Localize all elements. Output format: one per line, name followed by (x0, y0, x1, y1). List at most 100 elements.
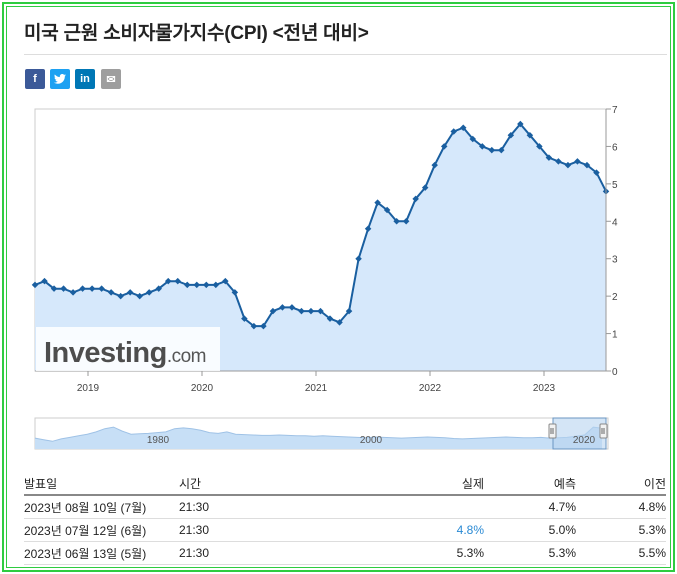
cell-previous: 4.8% (576, 495, 666, 519)
y-tick-label: 2 (612, 292, 618, 303)
data-point (459, 124, 467, 131)
data-point (79, 285, 86, 292)
data-point (307, 307, 315, 315)
twitter-share-icon[interactable] (50, 69, 70, 89)
data-point (136, 292, 143, 300)
x-tick-label: 2022 (419, 383, 442, 394)
navigator-line (34, 426, 603, 442)
header-time: 시간 (179, 472, 409, 496)
cell-forecast: 5.3% (484, 541, 576, 565)
data-point (355, 255, 362, 262)
data-point (479, 143, 486, 150)
facebook-share-icon[interactable]: f (25, 69, 45, 89)
cell-time: 21:30 (179, 518, 409, 542)
cell-actual: 5.3% (409, 541, 484, 565)
header-forecast: 예측 (484, 472, 576, 496)
navigator-selection (552, 417, 607, 450)
data-point (364, 225, 372, 233)
x-tick-label: 2023 (533, 383, 556, 394)
data-point (393, 218, 400, 225)
data-point (402, 218, 410, 225)
data-point (574, 158, 581, 165)
data-point (184, 281, 191, 289)
header-actual: 실제 (409, 472, 484, 496)
data-point (564, 161, 572, 169)
cell-forecast: 4.7% (484, 495, 576, 519)
data-point (593, 169, 600, 176)
data-point (440, 143, 448, 150)
data-point (260, 322, 267, 330)
data-point (298, 307, 305, 315)
navigator-tick-label: 2020 (573, 435, 596, 446)
data-point (145, 289, 153, 296)
y-tick-label: 4 (612, 217, 618, 228)
header-date: 발표일 (24, 472, 179, 496)
table-row: 2023년 06월 13일 (5월) 21:30 5.3% 5.3% 5.5% (24, 541, 666, 565)
data-point (583, 161, 591, 169)
data-point (317, 307, 324, 315)
linkedin-share-icon[interactable]: in (75, 69, 95, 89)
table-header: 발표일 시간 실제 예측 이전 (24, 472, 666, 496)
cell-time: 21:30 (179, 541, 409, 565)
y-tick-label: 5 (612, 180, 618, 191)
cell-previous: 5.3% (576, 518, 666, 542)
data-point (345, 307, 353, 315)
x-tick-label: 2021 (305, 383, 328, 394)
data-point (326, 315, 334, 322)
y-tick-label: 0 (612, 367, 618, 378)
x-tick-label: 2019 (77, 383, 100, 394)
data-point (412, 195, 419, 203)
data-point (526, 131, 534, 139)
y-tick-label: 6 (612, 142, 618, 153)
data-point (383, 206, 391, 214)
data-point (374, 199, 381, 206)
title-divider (24, 54, 667, 55)
cell-actual: 4.8% (409, 518, 484, 542)
data-point (469, 135, 477, 143)
y-tick-label: 3 (612, 255, 618, 266)
data-point (98, 285, 105, 292)
data-point (488, 146, 496, 154)
data-point (450, 128, 457, 135)
cell-previous: 5.5% (576, 541, 666, 565)
release-table: 발표일 시간 실제 예측 이전 2023년 08월 10일 (7월) 21:30… (24, 472, 666, 565)
data-point (507, 131, 515, 139)
area-fill (35, 124, 606, 371)
table-row: 2023년 07월 12일 (6월) 21:30 4.8% 5.0% 5.3% (24, 518, 666, 542)
data-point (555, 158, 562, 165)
data-point (336, 319, 343, 326)
cell-actual (409, 495, 484, 519)
data-point (431, 161, 438, 169)
data-point (241, 315, 248, 322)
cell-time: 21:30 (179, 495, 409, 519)
email-share-icon[interactable]: ✉ (101, 69, 121, 89)
data-point (269, 307, 277, 315)
data-point (126, 289, 134, 296)
data-point (421, 184, 429, 191)
table-row: 2023년 08월 10일 (7월) 21:30 4.7% 4.8% (24, 495, 666, 519)
y-tick-label: 7 (612, 105, 618, 116)
navigator-area (35, 427, 602, 449)
watermark-box (36, 327, 220, 371)
y-tick-label: 1 (612, 330, 618, 341)
navigator-tick-label: 1980 (147, 435, 170, 446)
page-title: 미국 근원 소비자물가지수(CPI) <전년 대비> (24, 23, 369, 44)
cell-date: 2023년 07월 12일 (6월) (24, 518, 179, 542)
navigator-tick-label: 2000 (360, 435, 383, 446)
data-point (279, 304, 286, 311)
data-point (164, 277, 172, 285)
data-point (203, 281, 210, 289)
data-point (193, 281, 201, 289)
x-tick-label: 2020 (191, 383, 214, 394)
data-point (288, 304, 296, 311)
data-point (174, 277, 182, 285)
data-point (117, 292, 124, 300)
data-point (498, 146, 505, 154)
watermark-logo: Investing.com (44, 337, 206, 369)
header-previous: 이전 (576, 472, 666, 496)
data-point (212, 281, 220, 289)
cell-date: 2023년 06월 13일 (5월) (24, 541, 179, 565)
cell-date: 2023년 08월 10일 (7월) (24, 495, 179, 519)
